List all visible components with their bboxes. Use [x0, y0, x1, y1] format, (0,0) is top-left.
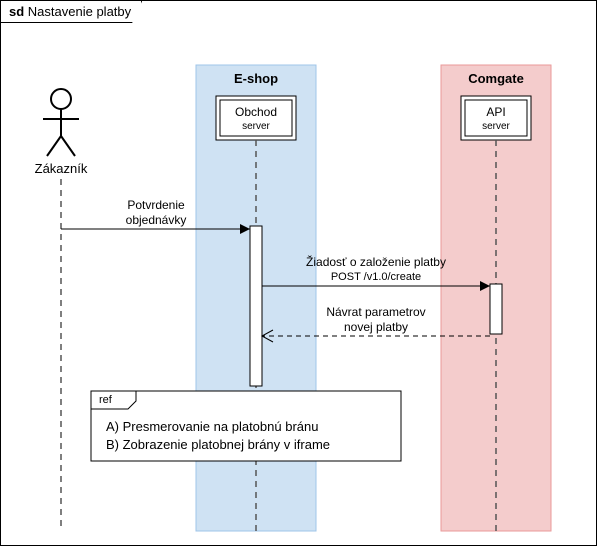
actor-label: Zákazník: [35, 161, 88, 176]
lane-eshop-title: E-shop: [234, 71, 278, 86]
ref-tab-label: ref: [99, 394, 113, 406]
activation-comgate: [490, 284, 502, 334]
diagram-svg: E-shop Comgate Obchod server API server …: [1, 1, 597, 547]
node-comgate-sub: server: [482, 121, 510, 132]
ref-tab: [91, 391, 136, 409]
msg2-label-bot: POST /v1.0/create: [331, 271, 421, 283]
msg2-label-top: Žiadosť o založenie platby: [306, 254, 446, 269]
msg1-label-top: Potvrdenie: [127, 198, 185, 212]
node-eshop-sub: server: [242, 121, 270, 132]
msg1-label-bot: objednávky: [126, 213, 187, 227]
sequence-frame: sd Nastavenie platby E-shop Comgate Obch…: [0, 0, 597, 546]
activation-eshop: [250, 226, 262, 386]
msg3-label-bot: novej platby: [344, 320, 408, 334]
node-comgate-label: API: [486, 105, 505, 119]
ref-line-b: B) Zobrazenie platobnej brány v iframe: [106, 437, 330, 452]
actor-icon: [43, 89, 79, 156]
ref-line-a: A) Presmerovanie na platobnú bránu: [106, 419, 318, 434]
msg3-label-top: Návrat parametrov: [326, 305, 425, 319]
lane-comgate-title: Comgate: [468, 71, 524, 86]
node-eshop-label: Obchod: [235, 105, 277, 119]
